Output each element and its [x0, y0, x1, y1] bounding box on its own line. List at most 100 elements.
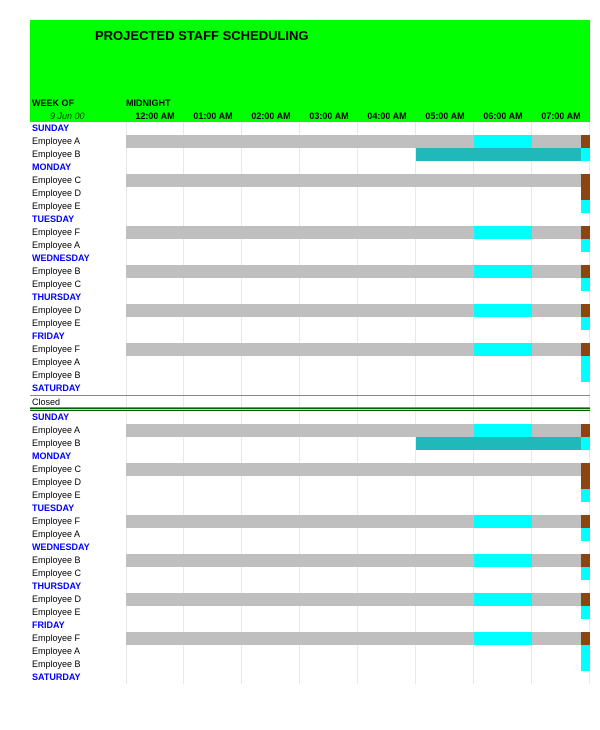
schedule-bar: [581, 135, 590, 148]
day-label: WEDNESDAY: [30, 541, 126, 554]
day-label: THURSDAY: [30, 580, 126, 593]
employee-label: Employee B: [30, 265, 126, 278]
day-label: MONDAY: [30, 450, 126, 463]
hour-header: 05:00 AM: [416, 111, 474, 121]
day-header-row: SATURDAY: [30, 671, 590, 684]
schedule-bar: [581, 265, 590, 278]
employee-row: Employee B: [30, 554, 590, 567]
schedule-bar: [581, 317, 590, 330]
employee-row: Employee B: [30, 369, 590, 382]
employee-row: Employee B: [30, 658, 590, 671]
page-title: PROJECTED STAFF SCHEDULING: [30, 26, 590, 43]
sub-header-row: WEEK OF MIDNIGHT: [30, 98, 590, 108]
employee-row: Employee F: [30, 515, 590, 528]
time-header-row: 12:00 AM01:00 AM02:00 AM03:00 AM04:00 AM…: [30, 111, 590, 121]
employee-label: Employee F: [30, 343, 126, 356]
day-label: SUNDAY: [30, 122, 126, 135]
schedule-bar: [126, 174, 590, 187]
schedule-bar: [474, 554, 532, 567]
schedule-bar: [581, 489, 590, 502]
day-header-row: MONDAY: [30, 450, 590, 463]
schedule-bar: [581, 148, 590, 161]
employee-row: Employee B: [30, 265, 590, 278]
day-header-row: TUESDAY: [30, 213, 590, 226]
day-header-row: THURSDAY: [30, 580, 590, 593]
employee-label: Employee C: [30, 567, 126, 580]
employee-label: Employee A: [30, 645, 126, 658]
schedule-bar: [581, 593, 590, 606]
employee-row: Employee C: [30, 463, 590, 476]
day-label: FRIDAY: [30, 330, 126, 343]
week-of-label: WEEK OF: [30, 98, 126, 108]
schedule-bar: [581, 174, 590, 187]
schedule-bar: [581, 658, 590, 671]
employee-label: Employee B: [30, 148, 126, 161]
schedule-bar: [474, 593, 532, 606]
employee-label: Employee C: [30, 278, 126, 291]
schedule-bar: [474, 632, 532, 645]
day-header-row: WEDNESDAY: [30, 541, 590, 554]
hour-header: 04:00 AM: [358, 111, 416, 121]
schedule-bar: [581, 528, 590, 541]
schedule-bar: [416, 148, 590, 161]
schedule-bar: [581, 239, 590, 252]
schedule-bar: [581, 187, 590, 200]
employee-label: Employee B: [30, 369, 126, 382]
schedule-bar: [581, 567, 590, 580]
employee-label: Employee C: [30, 174, 126, 187]
employee-label: Employee C: [30, 463, 126, 476]
hour-header: 03:00 AM: [300, 111, 358, 121]
day-header-row: FRIDAY: [30, 330, 590, 343]
employee-row: Employee B: [30, 148, 590, 161]
day-header-row: MONDAY: [30, 161, 590, 174]
day-label: SATURDAY: [30, 671, 126, 684]
schedule-bar: [474, 135, 532, 148]
schedule-bar: [581, 424, 590, 437]
hour-header: 01:00 AM: [184, 111, 242, 121]
employee-row: Employee A: [30, 528, 590, 541]
schedule-bar: [581, 356, 590, 369]
day-header-row: SUNDAY: [30, 122, 590, 135]
schedule-bar: [474, 515, 532, 528]
schedule-bar: [581, 632, 590, 645]
schedule-bar: [416, 437, 590, 450]
employee-label: Employee A: [30, 424, 126, 437]
schedule-bar: [581, 645, 590, 658]
schedule-bar: [581, 304, 590, 317]
employee-row: Employee D: [30, 476, 590, 489]
schedule-bar: [474, 304, 532, 317]
day-label: TUESDAY: [30, 213, 126, 226]
employee-row: Employee E: [30, 606, 590, 619]
employee-row: Employee F: [30, 343, 590, 356]
midnight-label: MIDNIGHT: [126, 98, 184, 108]
employee-row: Employee A: [30, 135, 590, 148]
schedule-bar: [474, 265, 532, 278]
schedule-bar: [581, 554, 590, 567]
schedule-bar: [581, 515, 590, 528]
schedule-bar: [581, 278, 590, 291]
employee-label: Employee F: [30, 515, 126, 528]
employee-row: Employee A: [30, 424, 590, 437]
schedule-bar: [126, 463, 590, 476]
closed-row: Closed: [30, 395, 590, 408]
employee-row: Employee B: [30, 437, 590, 450]
employee-label: Employee E: [30, 606, 126, 619]
employee-label: Employee B: [30, 554, 126, 567]
employee-label: Employee D: [30, 304, 126, 317]
employee-row: Employee E: [30, 200, 590, 213]
hour-header: 07:00 AM: [532, 111, 590, 121]
day-header-row: FRIDAY: [30, 619, 590, 632]
employee-label: Employee F: [30, 226, 126, 239]
employee-row: Employee E: [30, 489, 590, 502]
employee-label: Employee A: [30, 528, 126, 541]
employee-row: Employee D: [30, 304, 590, 317]
employee-label: Employee A: [30, 135, 126, 148]
day-label: WEDNESDAY: [30, 252, 126, 265]
employee-label: Employee E: [30, 317, 126, 330]
employee-row: Employee D: [30, 593, 590, 606]
schedule-bar: [581, 369, 590, 382]
schedule-bar: [581, 437, 590, 450]
employee-row: Employee A: [30, 356, 590, 369]
employee-row: Employee C: [30, 567, 590, 580]
employee-row: Employee F: [30, 226, 590, 239]
